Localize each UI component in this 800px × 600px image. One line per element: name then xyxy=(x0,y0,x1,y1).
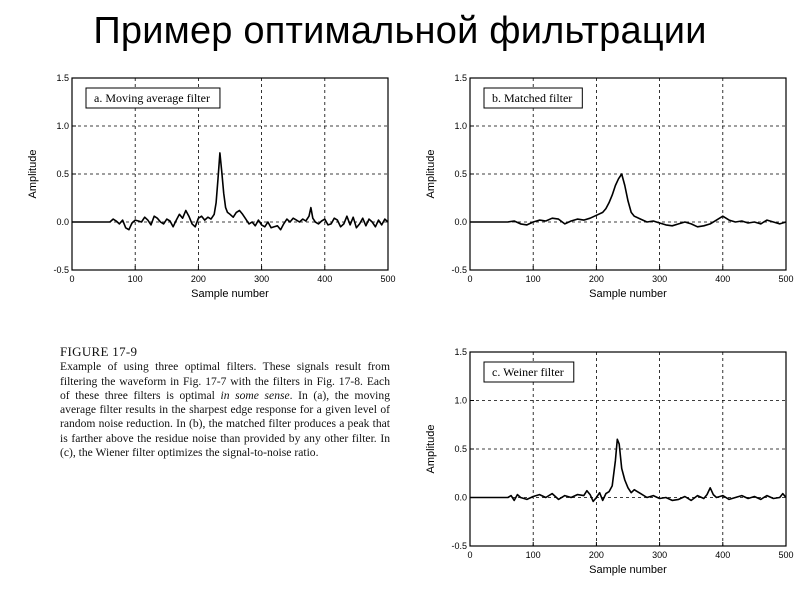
x-tick-label: 200 xyxy=(589,550,604,560)
y-tick-label: 1.5 xyxy=(56,73,69,83)
legend: b. Matched filter xyxy=(484,88,582,108)
x-tick-label: 200 xyxy=(191,274,206,284)
x-tick-label: 500 xyxy=(380,274,395,284)
y-tick-label: -0.5 xyxy=(53,265,69,275)
legend-label: a. Moving average filter xyxy=(94,91,210,105)
y-tick-label: 0.5 xyxy=(454,444,467,454)
chart-panel-matched: 0 100 200 300 400 500 -0.5 0.0 0.5 1.0 1.5 Sample n… xyxy=(416,66,788,308)
legend: c. Weiner filter xyxy=(484,362,574,382)
x-tick-label: 100 xyxy=(128,274,143,284)
x-tick-label: 500 xyxy=(778,274,793,284)
x-tick-label: 0 xyxy=(467,274,472,284)
legend-label: b. Matched filter xyxy=(492,91,572,105)
y-tick-label: 0.0 xyxy=(454,493,467,503)
x-tick-label: 500 xyxy=(778,550,793,560)
y-tick-label: 0.5 xyxy=(56,169,69,179)
x-axis-label: Sample number xyxy=(589,288,667,300)
y-axis-label: Amplitude xyxy=(27,150,39,199)
y-tick-label: 0.0 xyxy=(454,217,467,227)
x-tick-label: 300 xyxy=(652,550,667,560)
series-line xyxy=(72,153,388,230)
slide-title: Пример оптимальной фильтрации xyxy=(0,6,800,56)
x-tick-label: 200 xyxy=(589,274,604,284)
x-axis-label: Sample number xyxy=(191,288,269,300)
x-tick-label: 0 xyxy=(69,274,74,284)
y-tick-label: 1.5 xyxy=(454,347,467,357)
chart-panel-weiner: 0 100 200 300 400 500 -0.5 0.0 0.5 1.0 1.5 Sample n… xyxy=(416,340,788,584)
legend: a. Moving average filter xyxy=(86,88,220,108)
x-tick-label: 400 xyxy=(317,274,332,284)
y-tick-label: -0.5 xyxy=(451,541,467,551)
y-axis-label: Amplitude xyxy=(425,425,437,474)
x-tick-label: 0 xyxy=(467,550,472,560)
x-axis-label: Sample number xyxy=(589,564,667,576)
y-tick-label: 0.5 xyxy=(454,169,467,179)
y-tick-label: 1.0 xyxy=(454,396,467,406)
caption-emphasis: in some sense xyxy=(220,389,289,402)
caption-body: Example of using three optimal filters. … xyxy=(60,360,390,460)
x-tick-label: 400 xyxy=(715,274,730,284)
x-tick-label: 100 xyxy=(526,274,541,284)
y-tick-label: 1.0 xyxy=(454,121,467,131)
x-tick-label: 400 xyxy=(715,550,730,560)
y-tick-label: 0.0 xyxy=(56,217,69,227)
chart-panel-moving-average: 0 100 200 300 400 500 -0.5 0.0 0.5 1.0 1.5 Sample n… xyxy=(18,66,390,308)
y-tick-label: -0.5 xyxy=(451,265,467,275)
figure-caption: FIGURE 17-9 Example of using three optim… xyxy=(60,345,390,460)
x-tick-label: 300 xyxy=(254,274,269,284)
legend-label: c. Weiner filter xyxy=(492,365,564,379)
y-axis-label: Amplitude xyxy=(425,150,437,199)
x-tick-label: 100 xyxy=(526,550,541,560)
y-tick-label: 1.5 xyxy=(454,73,467,83)
y-tick-label: 1.0 xyxy=(56,121,69,131)
x-tick-label: 300 xyxy=(652,274,667,284)
caption-heading: FIGURE 17-9 xyxy=(60,345,390,359)
series-line xyxy=(470,174,786,227)
